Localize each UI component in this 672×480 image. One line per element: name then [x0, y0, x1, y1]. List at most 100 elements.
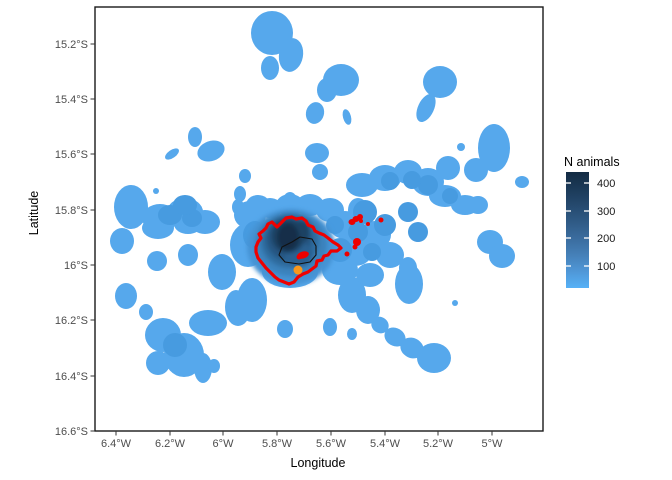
density-blob — [239, 169, 251, 183]
red-contour-patch — [353, 238, 361, 246]
legend-colorbar — [566, 172, 589, 288]
x-tick-label: 5.2°W — [423, 438, 454, 450]
density-blob — [146, 351, 170, 375]
plot-panel — [95, 7, 543, 431]
density-blob — [398, 202, 418, 222]
density-blob — [208, 359, 220, 373]
density-blob — [464, 158, 488, 182]
density-blob — [147, 251, 167, 271]
y-tick-label: 15.2°S — [55, 39, 88, 51]
density-blob — [381, 172, 399, 190]
density-blob — [234, 186, 246, 202]
density-blob — [347, 328, 357, 340]
red-contour-patch — [378, 217, 384, 223]
x-axis-title: Longitude — [291, 456, 346, 470]
density-blob — [305, 143, 329, 163]
density-blob — [197, 140, 225, 162]
density-blob — [277, 320, 293, 338]
density-blob — [178, 244, 198, 266]
x-axis: 6.4°W 6.2°W 6°W 5.8°W 5.6°W 5.4°W 5.2°W 5°W — [101, 431, 503, 450]
density-blob — [442, 188, 458, 204]
legend-tick-label: 400 — [597, 178, 615, 190]
orange-point-marker — [293, 265, 303, 275]
density-blob — [317, 78, 337, 102]
x-tick-label: 5.8°W — [262, 438, 293, 450]
density-blob — [110, 228, 134, 254]
red-contour-patch — [359, 219, 363, 223]
density-blob — [363, 243, 381, 261]
density-blob — [348, 222, 368, 242]
y-tick-label: 16°S — [64, 260, 88, 272]
contours-layer — [254, 214, 384, 286]
x-tick-label: 5.4°W — [370, 438, 401, 450]
density-blob — [226, 294, 250, 326]
density-core-layer — [247, 209, 335, 285]
density-blob — [305, 102, 325, 124]
density-blob — [408, 222, 428, 242]
density-blob — [323, 318, 337, 336]
y-tick-label: 16.4°S — [55, 371, 88, 383]
density-blob — [399, 257, 417, 279]
y-tick-label: 15.6°S — [55, 149, 88, 161]
density-blob — [356, 296, 380, 324]
density-core-shade — [277, 223, 299, 251]
density-blob — [489, 244, 515, 268]
density-blob — [468, 196, 488, 214]
y-axis-title: Latitude — [27, 191, 41, 236]
density-blob — [188, 127, 202, 147]
density-blob — [251, 11, 293, 55]
density-blob — [189, 310, 227, 336]
legend: N animals 400 300 200 100 — [564, 155, 620, 288]
y-tick-label: 15.8°S — [55, 205, 88, 217]
density-blob — [457, 143, 465, 151]
y-tick-label: 16.6°S — [55, 426, 88, 438]
red-contour-patch — [296, 254, 302, 260]
density-blob — [208, 254, 236, 290]
red-contour-patch — [357, 214, 363, 220]
y-axis: 15.2°S 15.4°S 15.6°S 15.8°S 16°S 16.2°S 16.4°S… — [55, 39, 95, 438]
density-blob — [312, 164, 328, 180]
x-tick-label: 5°W — [482, 438, 504, 450]
density-blob — [139, 304, 153, 320]
density-blob — [326, 216, 344, 234]
density-blob — [423, 66, 457, 98]
x-tick-label: 6.4°W — [101, 438, 132, 450]
red-density-contour — [254, 215, 343, 286]
legend-ticks: 400 300 200 100 — [566, 178, 615, 273]
x-tick-label: 5.6°W — [316, 438, 347, 450]
density-blob — [261, 56, 279, 80]
density-blob — [376, 242, 404, 268]
red-contour-patch — [366, 222, 370, 226]
density-blob — [452, 300, 458, 306]
x-tick-label: 6.2°W — [155, 438, 186, 450]
density-blob — [418, 175, 438, 195]
density-blob — [416, 93, 436, 123]
plot-panel-border — [94, 6, 544, 432]
black-polygon-contour — [278, 236, 317, 265]
density-blob — [342, 109, 352, 125]
density-blob — [478, 124, 510, 172]
density-blob — [417, 343, 451, 373]
legend-tick-label: 300 — [597, 206, 615, 218]
legend-tick-label: 200 — [597, 233, 615, 245]
density-blob — [356, 263, 384, 287]
density-blob — [278, 38, 304, 72]
density-blob — [400, 337, 424, 359]
density-blob — [194, 353, 212, 383]
density-blob — [371, 316, 389, 334]
red-contour-patch — [352, 244, 358, 250]
density-blob — [403, 171, 421, 189]
density-blob — [165, 148, 179, 160]
density-blob — [163, 333, 187, 357]
density-blob — [374, 214, 396, 236]
red-contour-patch — [344, 251, 350, 257]
x-tick-label: 6°W — [213, 438, 235, 450]
legend-tick-label: 100 — [597, 261, 615, 273]
y-tick-label: 16.2°S — [55, 315, 88, 327]
density-blob — [115, 283, 137, 309]
density-blob — [436, 156, 460, 180]
density-blob — [384, 327, 406, 347]
density-blob — [173, 195, 197, 215]
density-blob — [515, 176, 529, 188]
